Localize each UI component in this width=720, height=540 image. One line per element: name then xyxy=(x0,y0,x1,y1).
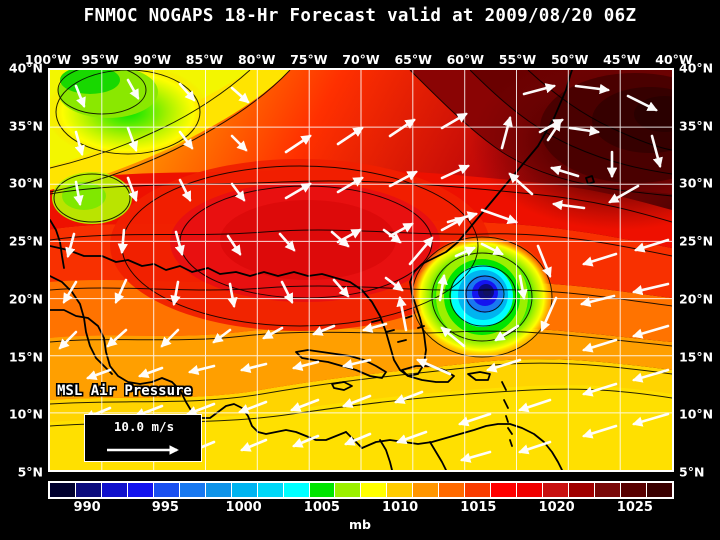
colorbar-cell-19 xyxy=(543,483,570,497)
colorbar-cell-20 xyxy=(569,483,596,497)
lon-tick-70W: 70°W xyxy=(342,52,380,67)
lat-tick-left-15N: 15°N xyxy=(8,349,43,365)
colorbar-unit-label: mb xyxy=(349,517,371,532)
field-label: MSL Air Pressure xyxy=(57,383,192,399)
pressure-colorbar[interactable] xyxy=(48,481,674,499)
colorbar-cell-7 xyxy=(231,483,258,497)
lon-tick-55W: 55°W xyxy=(498,52,537,67)
colorbar-cell-14 xyxy=(413,483,440,497)
graticule xyxy=(50,70,672,470)
colorbar-tick-1000: 1000 xyxy=(225,500,262,515)
colorbar-cell-9 xyxy=(283,483,310,497)
colorbar-cell-16 xyxy=(465,483,492,497)
latitude-axis-labels-right: 40°N 35°N 30°N 25°N 20°N 15°N 10°N 5°N xyxy=(679,61,720,480)
colorbar-tick-1005: 1005 xyxy=(303,500,340,515)
lat-tick-right-10N: 10°N xyxy=(679,406,714,422)
colorbar-cell-8 xyxy=(257,483,284,497)
lon-tick-80W: 80°W xyxy=(237,52,276,67)
wind-vectors xyxy=(58,78,670,463)
lat-tick-right-5N: 5°N xyxy=(679,464,705,480)
lon-tick-90W: 90°W xyxy=(133,52,172,67)
lat-tick-left-25N: 25°N xyxy=(8,233,43,249)
colorbar-tick-990: 990 xyxy=(73,500,101,515)
colorbar-cell-12 xyxy=(361,483,388,497)
lon-tick-65W: 65°W xyxy=(394,52,432,67)
lon-tick-45W: 45°W xyxy=(603,52,641,67)
lon-tick-95W: 95°W xyxy=(81,52,119,67)
lon-tick-60W: 60°W xyxy=(446,52,485,67)
lat-tick-left-20N: 20°N xyxy=(8,291,43,307)
colorbar-cell-3 xyxy=(127,483,154,497)
wind-scale-legend: 10.0 m/s xyxy=(84,414,202,462)
colorbar-cell-18 xyxy=(517,483,544,497)
pressure-field-canvas xyxy=(50,70,672,470)
lat-tick-right-35N: 35°N xyxy=(679,118,714,134)
latitude-axis-labels-left: 40°N 35°N 30°N 25°N 20°N 15°N 10°N 5°N xyxy=(0,61,43,480)
lon-tick-100W: 100°W xyxy=(24,52,72,67)
lat-tick-right-25N: 25°N xyxy=(679,233,714,249)
colorbar-tick-1020: 1020 xyxy=(538,500,575,515)
colorbar-cell-11 xyxy=(335,483,362,497)
colorbar-cell-6 xyxy=(205,483,232,497)
figure-title: FNMOC NOGAPS 18-Hr Forecast valid at 200… xyxy=(83,6,637,26)
wind-scale-value: 10.0 m/s xyxy=(113,419,175,434)
lon-tick-85W: 85°W xyxy=(185,52,224,67)
lon-tick-40W: 40°W xyxy=(655,52,693,67)
colorbar-tick-labels: 990 995 1000 1005 1010 1015 1020 1025 xyxy=(48,500,674,516)
colorbar-tick-1025: 1025 xyxy=(616,500,653,515)
colorbar-cell-0 xyxy=(50,483,76,497)
longitude-axis-labels: 100°W 95°W 90°W 85°W 80°W 75°W 70°W 65°W 60°W 55°… xyxy=(25,52,693,67)
lat-tick-left-30N: 30°N xyxy=(8,175,43,191)
lat-tick-left-35N: 35°N xyxy=(8,118,43,134)
lon-tick-75W: 75°W xyxy=(290,52,328,67)
colorbar-tick-995: 995 xyxy=(151,500,179,515)
lat-tick-right-20N: 20°N xyxy=(679,291,714,307)
lon-tick-50W: 50°W xyxy=(550,52,589,67)
colorbar-cell-17 xyxy=(491,483,518,497)
colorbar-cell-5 xyxy=(179,483,206,497)
map-plot-area[interactable] xyxy=(48,68,674,472)
colorbar-cell-4 xyxy=(153,483,180,497)
lat-tick-left-10N: 10°N xyxy=(8,406,43,422)
lat-tick-left-5N: 5°N xyxy=(17,464,43,480)
colorbar-swatches xyxy=(50,483,672,497)
lat-tick-right-40N: 40°N xyxy=(679,60,714,76)
lat-tick-right-15N: 15°N xyxy=(679,349,714,365)
colorbar-tick-1015: 1015 xyxy=(460,500,497,515)
lat-tick-right-30N: 30°N xyxy=(679,175,714,191)
colorbar-cell-22 xyxy=(620,483,647,497)
colorbar-cell-10 xyxy=(309,483,336,497)
lat-tick-left-40N: 40°N xyxy=(8,60,43,76)
colorbar-cell-2 xyxy=(101,483,128,497)
wind-scale-arrow-icon xyxy=(107,445,179,455)
colorbar-cell-21 xyxy=(595,483,621,497)
colorbar-cell-13 xyxy=(387,483,414,497)
colorbar-cell-1 xyxy=(75,483,102,497)
colorbar-tick-1010: 1010 xyxy=(382,500,419,515)
colorbar-cell-23 xyxy=(646,483,672,497)
colorbar-cell-15 xyxy=(439,483,466,497)
